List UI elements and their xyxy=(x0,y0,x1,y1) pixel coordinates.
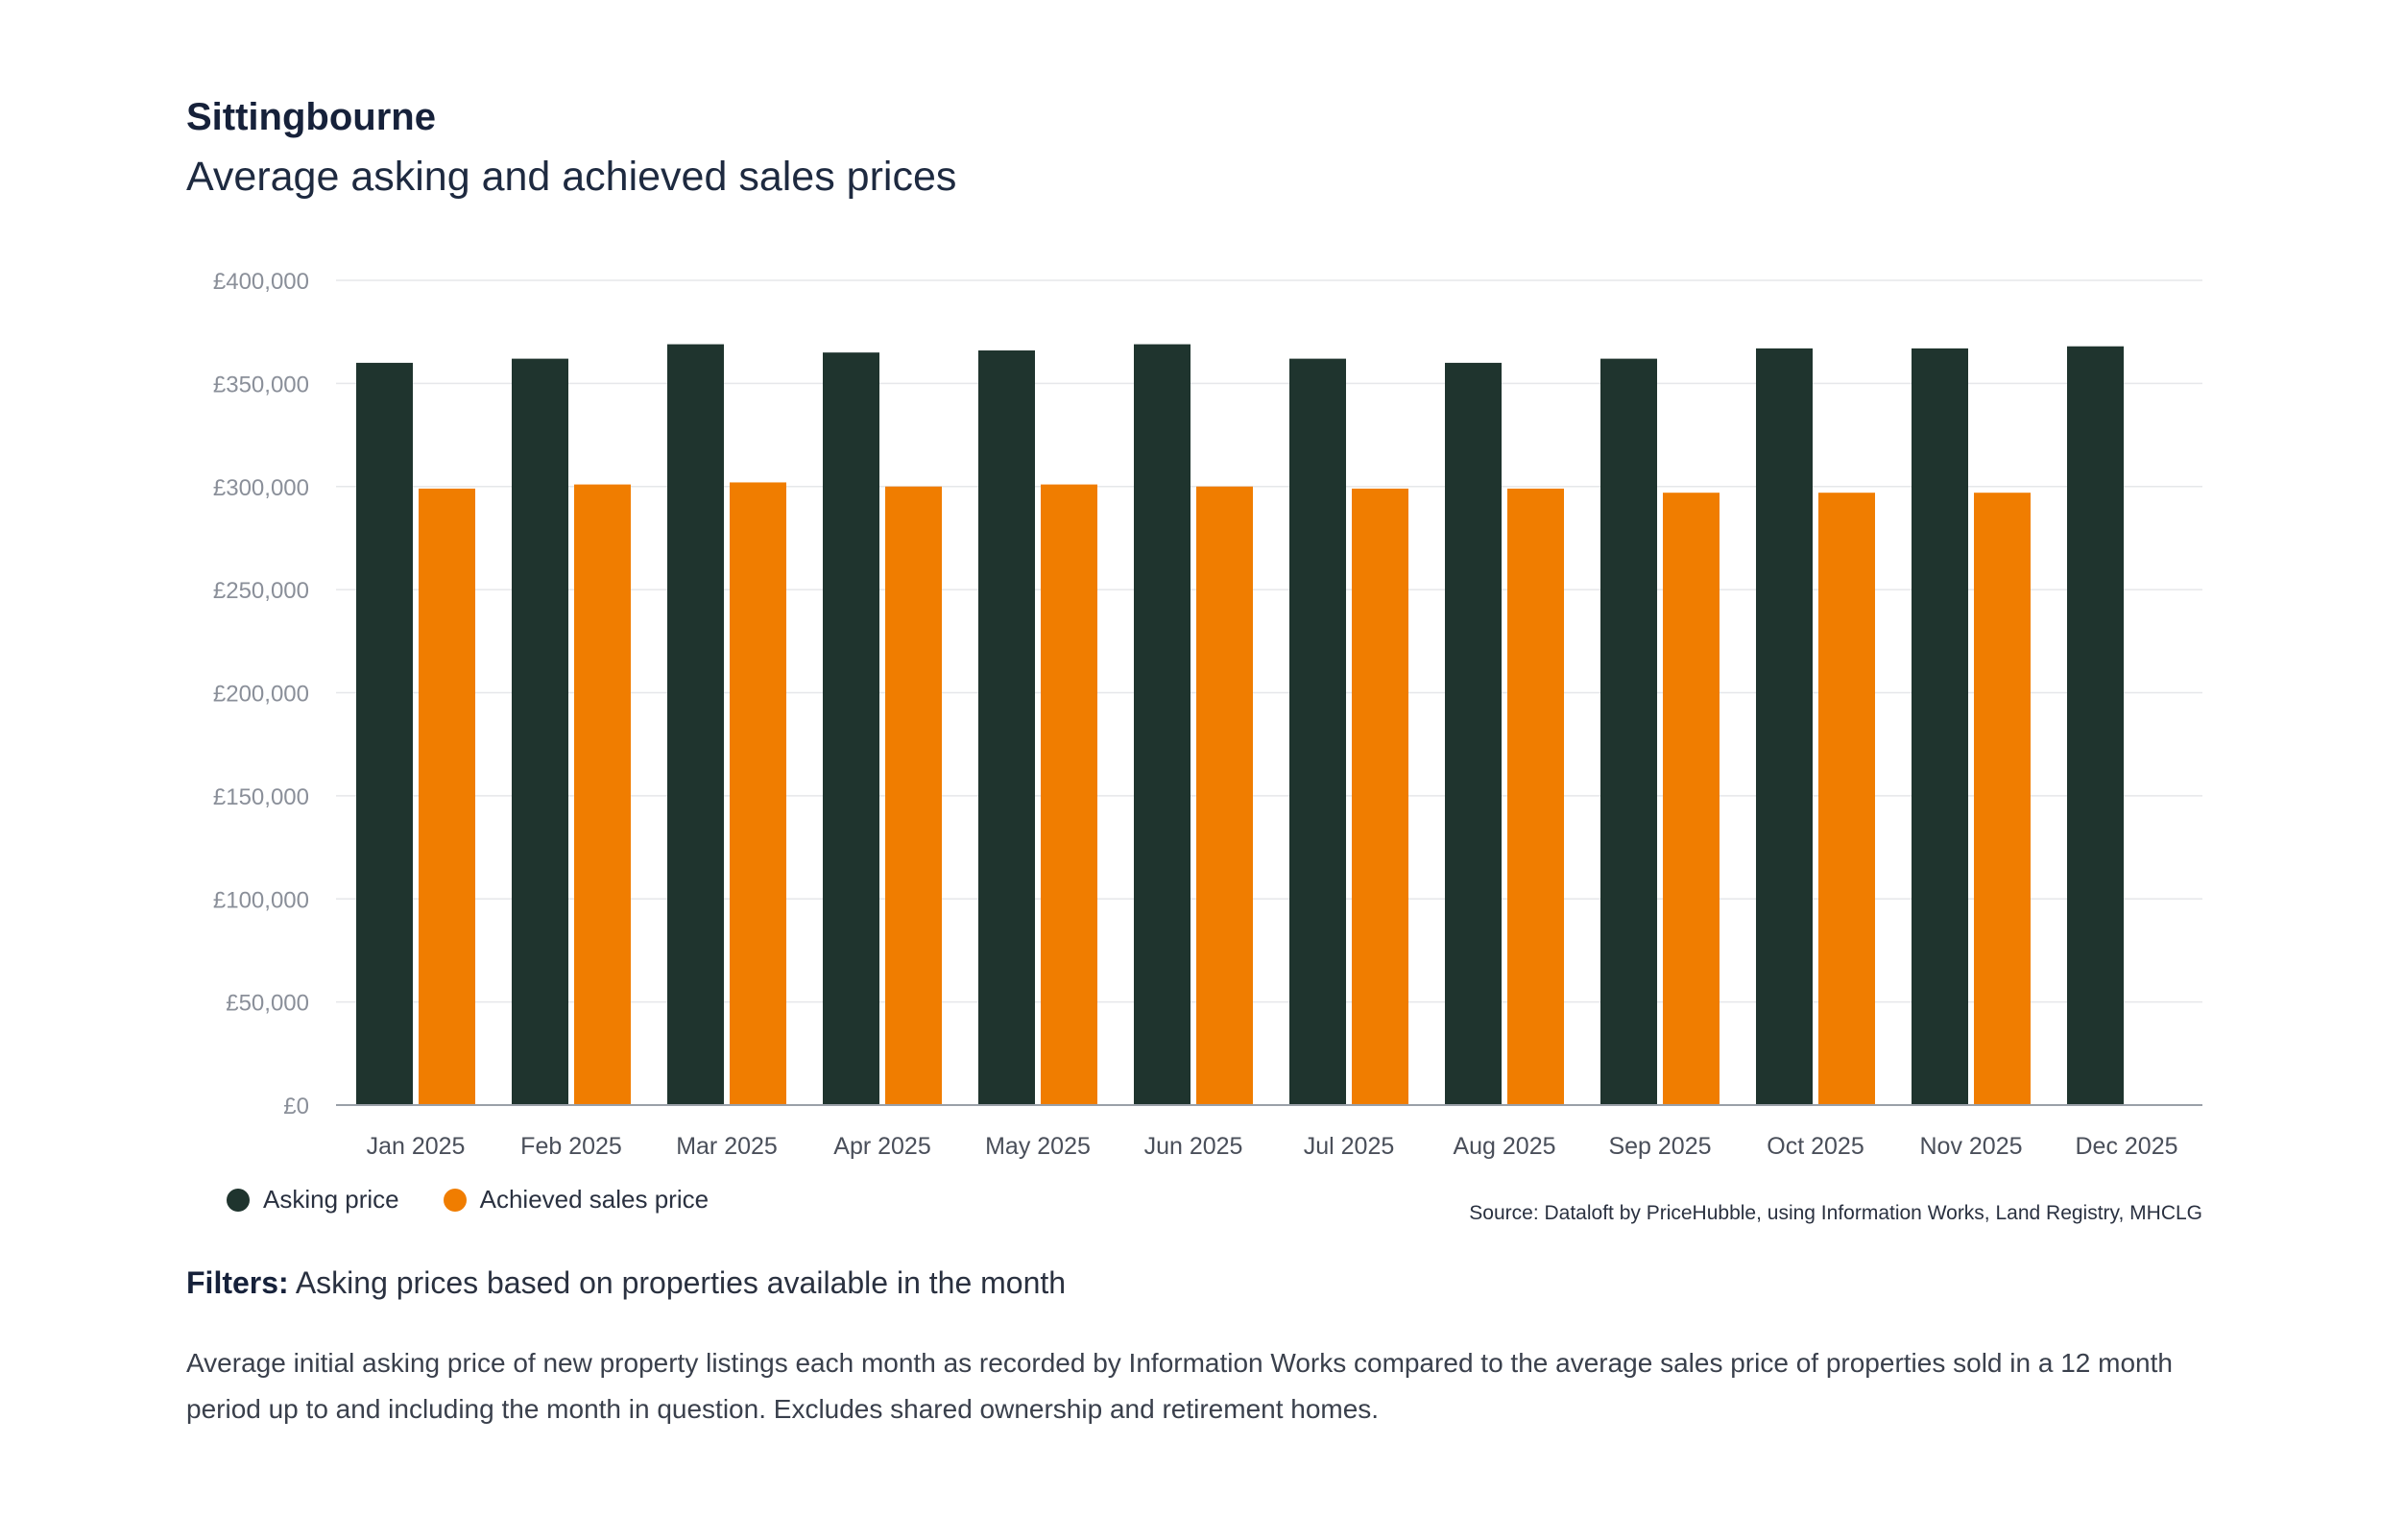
x-tick-label: Mar 2025 xyxy=(676,1133,778,1160)
chart-legend: Asking price Achieved sales price xyxy=(227,1185,753,1215)
x-tick-label: Nov 2025 xyxy=(1919,1133,2022,1160)
bar-asking-price xyxy=(978,350,1035,1105)
y-tick-label: £350,000 xyxy=(213,372,309,397)
bar-achieved-price xyxy=(1352,488,1408,1106)
bar-achieved-price xyxy=(1196,486,1253,1105)
bar-asking-price xyxy=(512,358,568,1106)
bar-asking-price xyxy=(1912,348,1968,1105)
filters-label: Filters: xyxy=(186,1265,289,1300)
x-tick-label: Jun 2025 xyxy=(1144,1133,1243,1160)
y-tick-label: £300,000 xyxy=(213,475,309,501)
x-tick-label: Dec 2025 xyxy=(2075,1133,2177,1160)
y-tick-label: £150,000 xyxy=(213,784,309,810)
bar-achieved-price xyxy=(1041,484,1097,1105)
legend-dot-achieved xyxy=(443,1188,467,1212)
legend-label-asking: Asking price xyxy=(263,1185,399,1214)
filters-text: Asking prices based on properties availa… xyxy=(295,1265,1067,1300)
bar-achieved-price xyxy=(1507,488,1564,1106)
legend-item-asking: Asking price xyxy=(227,1185,399,1215)
y-tick-label: £0 xyxy=(283,1094,309,1119)
bar-achieved-price xyxy=(1974,493,2031,1105)
bar-chart: £0 £50,000 £100,000 £150,000 £200,000 £250,00… xyxy=(213,269,2202,1160)
y-tick-label: £50,000 xyxy=(226,991,309,1017)
x-tick-label: Apr 2025 xyxy=(833,1133,930,1160)
y-tick-label: £250,000 xyxy=(213,578,309,604)
x-tick-label: Aug 2025 xyxy=(1453,1133,1555,1160)
y-tick-label: £400,000 xyxy=(213,269,309,295)
bar-asking-price xyxy=(1289,358,1346,1106)
chart-description: Average initial asking price of new prop… xyxy=(186,1348,2173,1424)
bar-achieved-price xyxy=(1663,493,1720,1105)
bar-asking-price xyxy=(1600,358,1657,1106)
legend-item-achieved: Achieved sales price xyxy=(443,1185,709,1215)
x-tick-label: Jan 2025 xyxy=(367,1133,466,1160)
grid-layer xyxy=(336,279,2202,1003)
bar-achieved-price xyxy=(419,488,475,1106)
x-tick-label: Oct 2025 xyxy=(1767,1133,1864,1160)
bar-layer xyxy=(356,344,2124,1106)
chart-subtitle: Average asking and achieved sales prices xyxy=(186,154,957,200)
y-tick-label: £100,000 xyxy=(213,887,309,913)
bar-asking-price xyxy=(1445,362,1502,1105)
bar-achieved-price xyxy=(574,484,631,1105)
x-tick-label: Jul 2025 xyxy=(1304,1133,1395,1160)
legend-label-achieved: Achieved sales price xyxy=(479,1185,709,1214)
source-note: Source: Dataloft by PriceHubble, using I… xyxy=(1469,1202,2202,1224)
x-tick-label: May 2025 xyxy=(985,1133,1091,1160)
bar-achieved-price xyxy=(730,482,786,1106)
filters-line: Filters: Asking prices based on properti… xyxy=(186,1265,1066,1301)
bar-asking-price xyxy=(2067,346,2124,1106)
bar-asking-price xyxy=(1756,348,1813,1105)
bar-asking-price xyxy=(1134,344,1190,1105)
x-tick-label: Sep 2025 xyxy=(1608,1133,1711,1160)
legend-dot-asking xyxy=(227,1188,250,1212)
bar-asking-price xyxy=(823,352,879,1106)
y-tick-label: £200,000 xyxy=(213,682,309,708)
axis-layer: £0 £50,000 £100,000 £150,000 £200,000 £250,00… xyxy=(213,269,2202,1160)
bar-achieved-price xyxy=(885,486,942,1105)
bar-asking-price xyxy=(667,344,724,1105)
chart-title: Sittingbourne xyxy=(186,96,436,138)
bar-achieved-price xyxy=(1818,493,1875,1105)
bar-asking-price xyxy=(356,362,413,1105)
x-tick-label: Feb 2025 xyxy=(520,1133,622,1160)
